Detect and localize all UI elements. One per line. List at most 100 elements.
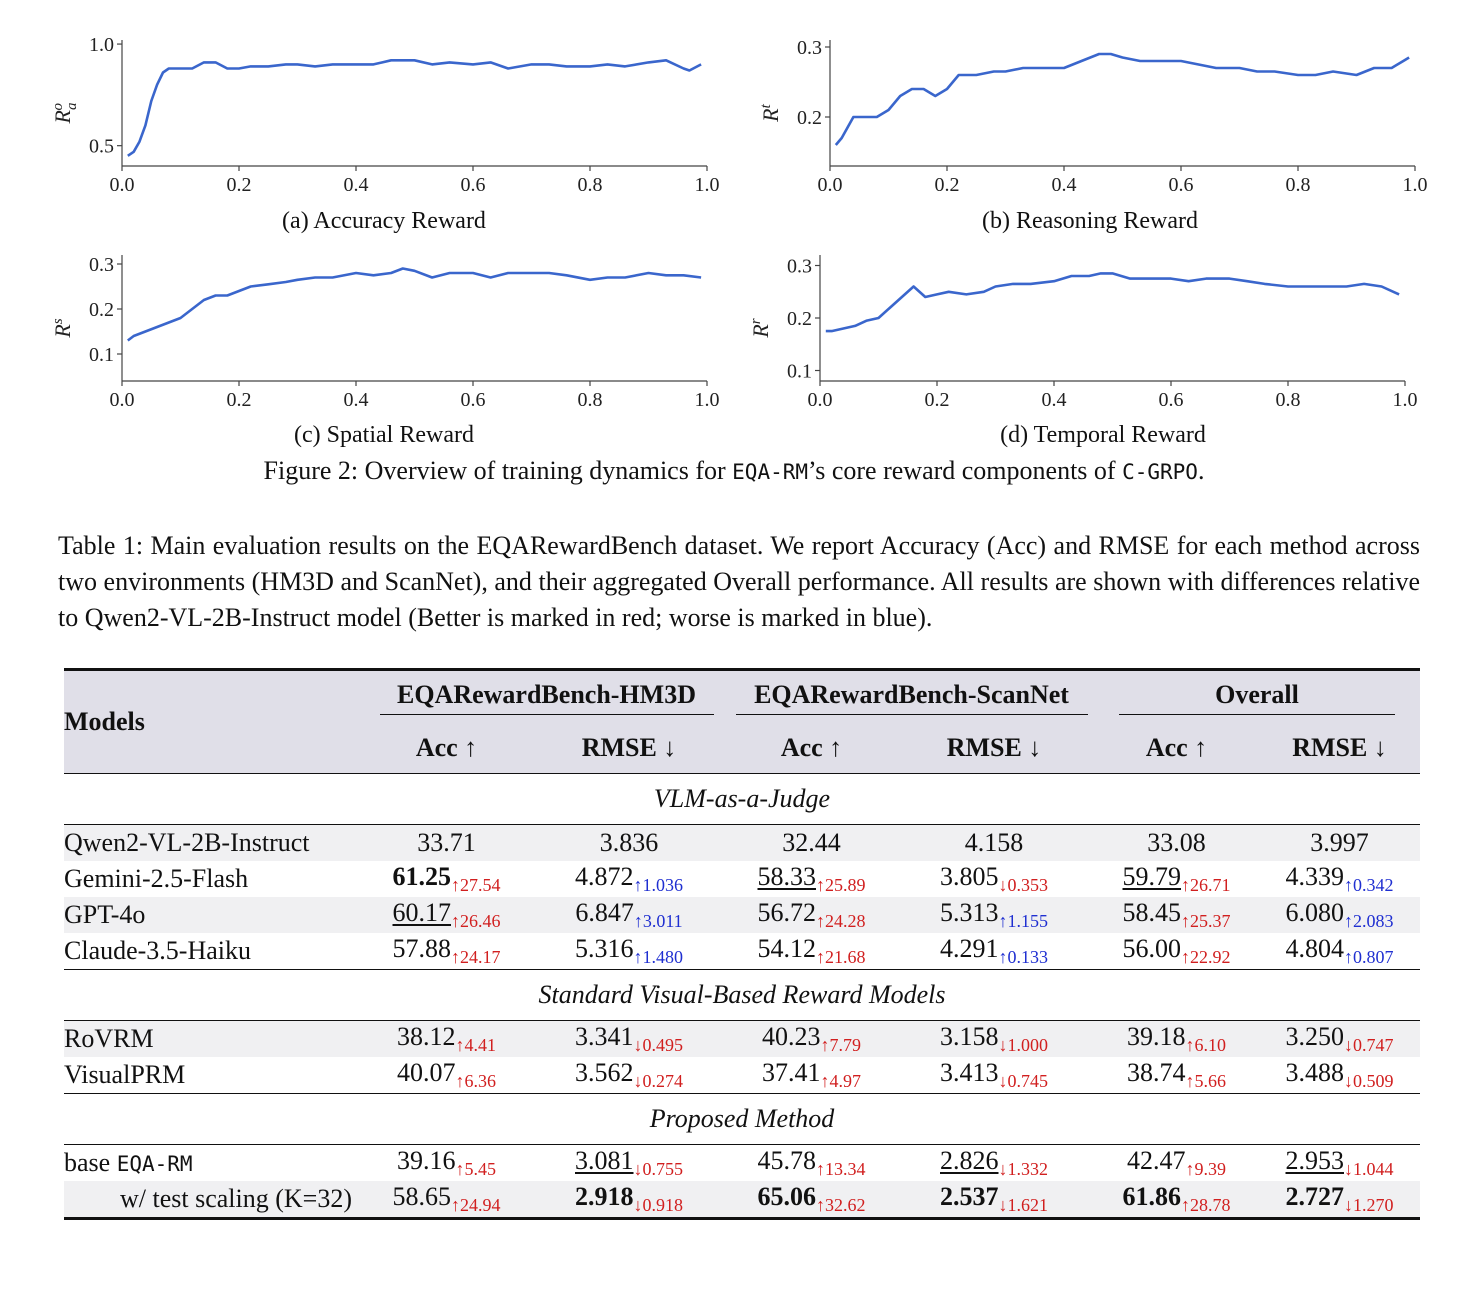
- y-tick-label: 0.1: [787, 361, 812, 383]
- metric-cell: 4.158: [894, 825, 1094, 862]
- metric-cell: 2.537↓1.621: [894, 1181, 1094, 1219]
- metric-delta: ↑24.17: [451, 947, 501, 967]
- models-header: Models: [64, 707, 145, 736]
- y-axis-label: Rt: [758, 103, 783, 122]
- figure-caption-code1: EQA-RM: [732, 460, 809, 484]
- metric-delta: ↓1.621: [998, 1195, 1049, 1215]
- table-caption: Table 1: Main evaluation results on the …: [58, 531, 1420, 632]
- x-tick: 0.0: [110, 166, 135, 196]
- x-tick: 0.6: [1159, 381, 1184, 411]
- metric-value: 3.562: [575, 1058, 634, 1087]
- x-tick-label: 0.0: [110, 389, 135, 411]
- section-row: Standard Visual-Based Reward Models: [64, 970, 1420, 1021]
- metric-delta: ↓0.755: [633, 1159, 684, 1179]
- group-header-scannet: EQARewardBench-ScanNet: [729, 670, 1094, 724]
- metric-cell: 54.12↑21.68: [729, 933, 894, 970]
- metric-delta: ↑0.807: [1344, 947, 1394, 967]
- x-tick-label: 1.0: [695, 174, 720, 196]
- metric-cell: 3.158↓1.000: [894, 1021, 1094, 1058]
- metric-delta: ↑5.66: [1185, 1071, 1227, 1091]
- metric-cell: 2.953↓1.044: [1259, 1145, 1420, 1182]
- metric-delta: ↓1.000: [998, 1035, 1049, 1055]
- x-tick-label: 0.4: [1042, 389, 1067, 411]
- metric-delta: ↑6.36: [455, 1071, 497, 1091]
- y-tick: 0.3: [797, 37, 830, 59]
- x-tick: 0.4: [1042, 381, 1067, 411]
- metric-cell: 61.86↑28.78: [1094, 1181, 1259, 1219]
- x-tick-label: 1.0: [1403, 174, 1428, 196]
- table-row: VisualPRM 40.07↑6.36 3.562↓0.274 37.41↑4.97…: [64, 1057, 1420, 1094]
- metric-value: 5.316: [575, 934, 634, 963]
- metric-cell: 58.33↑25.89: [729, 861, 894, 897]
- x-tick: 0.4: [344, 166, 369, 196]
- metric-delta: ↓1.332: [998, 1159, 1049, 1179]
- metric-value: 65.06: [757, 1182, 817, 1211]
- y-axis-label-sup: o: [50, 103, 66, 111]
- x-tick-label: 0.0: [818, 174, 843, 196]
- chart-d-svg: 0.0 0.2 0.4 0.6 0.8 1.0 0.1 0.2 0.3 Rr: [748, 255, 1418, 411]
- metric-delta: ↑26.71: [1181, 875, 1231, 895]
- x-tick: 0.2: [227, 166, 252, 196]
- x-tick: 0.8: [578, 381, 603, 411]
- metric-delta: ↑1.036: [633, 875, 684, 895]
- metric-value: 5.313: [940, 898, 999, 927]
- metric-cell: 32.44: [729, 825, 894, 862]
- x-tick-label: 0.8: [578, 389, 603, 411]
- metric-value: 32.44: [782, 828, 841, 857]
- y-tick: 0.3: [89, 254, 122, 276]
- metric-cell: 5.313↑1.155: [894, 897, 1094, 933]
- figure-caption-code2: C-GRPO: [1122, 460, 1198, 484]
- table-row: GPT-4o 60.17↑26.46 6.847↑3.011 56.72↑24.28 5…: [64, 897, 1420, 933]
- metric-delta: ↑22.92: [1181, 947, 1231, 967]
- metric-cell: 2.727↓1.270: [1259, 1181, 1420, 1219]
- metric-cell: 37.41↑4.97: [729, 1057, 894, 1094]
- model-name: RoVRM: [64, 1021, 364, 1058]
- subheader-hm3d-rmse: RMSE ↓: [581, 733, 677, 762]
- table-row: Qwen2-VL-2B-Instruct 33.71 3.836 32.44 4.158…: [64, 824, 1420, 862]
- metric-value: 54.12: [757, 934, 817, 963]
- metric-value: 58.65: [392, 1182, 452, 1211]
- group-rule-hm3d: [379, 713, 714, 715]
- x-tick: 0.2: [925, 381, 950, 411]
- metric-value: 3.158: [940, 1022, 999, 1051]
- x-tick-label: 0.2: [925, 389, 950, 411]
- metric-delta: ↑2.083: [1344, 911, 1394, 931]
- figure-caption-mid: ’s core reward components of: [808, 456, 1123, 485]
- panel-caption-a: (a) Accuracy Reward: [282, 208, 486, 234]
- metric-value: 39.16: [397, 1146, 456, 1175]
- metric-value: 2.537: [940, 1182, 999, 1211]
- y-axis-label-sub: a: [64, 103, 80, 111]
- metric-cell: 3.341↓0.495: [529, 1021, 729, 1058]
- metric-cell: 59.79↑26.71: [1094, 861, 1259, 897]
- metric-delta: ↑6.10: [1185, 1035, 1227, 1055]
- figure-caption-pre: Figure 2: Overview of training dynamics …: [263, 456, 733, 485]
- metric-cell: 56.72↑24.28: [729, 897, 894, 933]
- metric-delta: ↑21.68: [816, 947, 866, 967]
- y-tick: 0.2: [797, 107, 830, 129]
- metric-value: 2.826: [940, 1146, 999, 1175]
- metric-cell: 39.16↑5.45: [364, 1145, 529, 1182]
- model-name: VisualPRM: [64, 1057, 364, 1094]
- metric-value: 4.804: [1285, 934, 1345, 963]
- y-axis-label: Rs: [50, 318, 75, 338]
- table-row: Gemini-2.5-Flash 61.25↑27.54 4.872↑1.036 58…: [64, 861, 1420, 897]
- y-tick-label: 0.3: [787, 256, 812, 278]
- metric-value: 3.997: [1310, 828, 1369, 857]
- x-tick-label: 1.0: [695, 389, 720, 411]
- metric-delta: ↓0.509: [1344, 1071, 1394, 1091]
- metric-value: 56.72: [757, 898, 817, 927]
- metric-value: 58.33: [757, 862, 817, 891]
- x-tick-label: 0.2: [935, 174, 960, 196]
- metric-value: 4.872: [575, 862, 634, 891]
- metric-cell: 33.08: [1094, 825, 1259, 862]
- table-row: w/ test scaling (K=32) 58.65↑24.94 2.918↓0…: [64, 1181, 1420, 1219]
- panel-caption-d: (d) Temporal Reward: [1000, 422, 1206, 448]
- y-axis-label-sup: r: [748, 318, 764, 324]
- metric-value: 37.41: [762, 1058, 821, 1087]
- x-tick: 0.2: [227, 381, 252, 411]
- table-row: RoVRM 38.12↑4.41 3.341↓0.495 40.23↑7.79 3.15…: [64, 1020, 1420, 1058]
- model-name-text: Qwen2-VL-2B-Instruct: [64, 828, 310, 857]
- model-name-text: base: [64, 1148, 117, 1177]
- model-name: Qwen2-VL-2B-Instruct: [64, 825, 364, 862]
- y-tick-label: 0.2: [787, 308, 812, 330]
